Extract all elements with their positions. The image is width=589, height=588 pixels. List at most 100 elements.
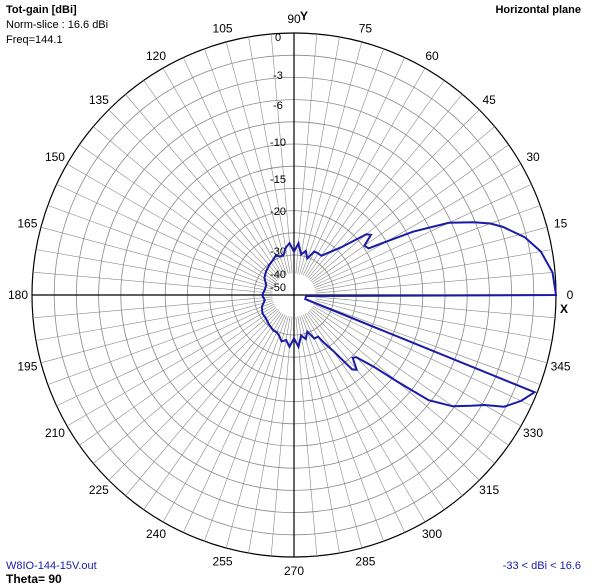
- chart-title: Tot-gain [dBi]: [6, 4, 77, 16]
- angle-tick-label: 30: [526, 150, 540, 164]
- angle-tick-label: 105: [213, 21, 233, 35]
- grid-spoke: [309, 310, 480, 481]
- angle-tick-label: 90: [287, 12, 301, 26]
- grid-spoke: [270, 33, 293, 274]
- norm-slice-label: Norm-slice : 16.6 dBi: [6, 19, 109, 31]
- grid-spoke: [314, 205, 541, 288]
- grid-spoke: [56, 184, 275, 287]
- grid-spoke: [299, 315, 363, 549]
- radial-tick-label: -15: [270, 174, 286, 186]
- grid-spoke: [32, 296, 273, 319]
- grid-spoke: [225, 41, 289, 275]
- grid-spoke: [204, 315, 287, 542]
- theta-label: Theta= 90: [6, 572, 62, 586]
- grid-spoke: [315, 298, 553, 341]
- angle-tick-label: 300: [422, 527, 442, 541]
- grid-spoke: [47, 205, 274, 288]
- grid-spoke: [225, 315, 289, 549]
- grid-spoke: [35, 249, 273, 292]
- grid-spoke: [162, 67, 284, 277]
- angle-tick-label: 315: [479, 483, 499, 497]
- angle-tick-label: 225: [89, 483, 109, 497]
- angle-tick-label: 345: [551, 359, 571, 373]
- angle-tick-label: 210: [45, 426, 65, 440]
- grid-spoke: [302, 314, 405, 533]
- frequency-label: Freq=144.1: [6, 34, 63, 46]
- grid-spoke: [125, 94, 281, 279]
- grid-spoke: [35, 298, 273, 341]
- angle-tick-label: 135: [89, 93, 109, 107]
- radial-tick-label: -3: [273, 70, 283, 82]
- grid-spoke: [162, 313, 284, 523]
- grid-spoke: [297, 36, 340, 274]
- grid-spoke: [312, 163, 522, 285]
- y-axis-marker: Y: [300, 9, 308, 23]
- grid-spoke: [306, 312, 445, 510]
- grid-spoke: [313, 303, 532, 406]
- grid-spoke: [307, 311, 463, 496]
- grid-spoke: [125, 311, 281, 496]
- radial-tick-label: -10: [270, 137, 286, 149]
- grid-spoke: [307, 94, 463, 279]
- grid-spoke: [295, 316, 318, 557]
- grid-spoke: [108, 310, 279, 481]
- angle-tick-label: 75: [359, 21, 373, 35]
- angle-tick-label: 180: [8, 288, 28, 302]
- grid-spoke: [248, 316, 291, 554]
- grid-spoke: [299, 41, 363, 275]
- grid-spoke: [304, 313, 426, 523]
- angle-tick-label: 120: [146, 49, 166, 63]
- grid-spoke: [297, 316, 340, 554]
- grid-spoke: [93, 308, 278, 464]
- angle-tick-label: 150: [45, 150, 65, 164]
- angle-tick-label: 0: [567, 288, 574, 302]
- grid-spoke: [204, 48, 287, 275]
- grid-spoke: [32, 271, 273, 294]
- grid-spoke: [313, 184, 532, 287]
- radial-tick-label: -20: [270, 206, 286, 218]
- radial-tick-labels: 0-3-6-10-15-20-30-40-50: [270, 32, 286, 294]
- grid-spoke: [311, 144, 509, 283]
- angle-tick-label: 330: [523, 426, 543, 440]
- grid-spoke: [143, 80, 282, 278]
- grid-spoke: [108, 109, 279, 280]
- grid-spoke: [315, 296, 556, 319]
- grid-spoke: [40, 226, 274, 290]
- grid-spoke: [66, 163, 276, 285]
- plane-label: Horizontal plane: [495, 4, 581, 16]
- grid-spoke: [301, 315, 384, 542]
- grid-spoke: [304, 67, 426, 277]
- grid-spoke: [183, 57, 286, 276]
- grid-spoke: [315, 249, 553, 292]
- angle-tick-label: 45: [482, 93, 496, 107]
- grid-spoke: [56, 303, 275, 406]
- angle-tick-label: 240: [146, 527, 166, 541]
- grid-spoke: [315, 271, 556, 294]
- grid-spoke: [79, 307, 277, 446]
- grid-spoke: [310, 126, 495, 282]
- radial-tick-label: 0: [275, 32, 281, 44]
- grid-spoke: [183, 314, 286, 533]
- angle-tick-label: 195: [17, 359, 37, 373]
- grid-spoke: [79, 144, 277, 283]
- grid-spoke: [143, 312, 282, 510]
- angle-tick-label: 165: [17, 217, 37, 231]
- grid-spoke: [302, 57, 405, 276]
- grid-spoke: [93, 126, 278, 282]
- gain-pattern-line: [260, 221, 558, 408]
- gain-range-label: -33 < dBi < 16.6: [502, 560, 581, 572]
- grid-spoke: [309, 109, 480, 280]
- grid-spoke: [66, 305, 276, 427]
- grid-spoke: [306, 80, 445, 278]
- file-name-label: W8IO-144-15V.out: [6, 560, 97, 572]
- grid-spoke: [270, 316, 293, 557]
- grid-spoke: [40, 300, 274, 364]
- grid-spoke: [47, 302, 274, 385]
- radial-tick-label: -50: [270, 282, 286, 294]
- grid-spoke: [301, 48, 384, 275]
- grid-spoke: [311, 307, 509, 446]
- grid-spoke: [314, 226, 548, 290]
- angle-tick-label: 60: [425, 49, 439, 63]
- radial-tick-label: -40: [270, 269, 286, 281]
